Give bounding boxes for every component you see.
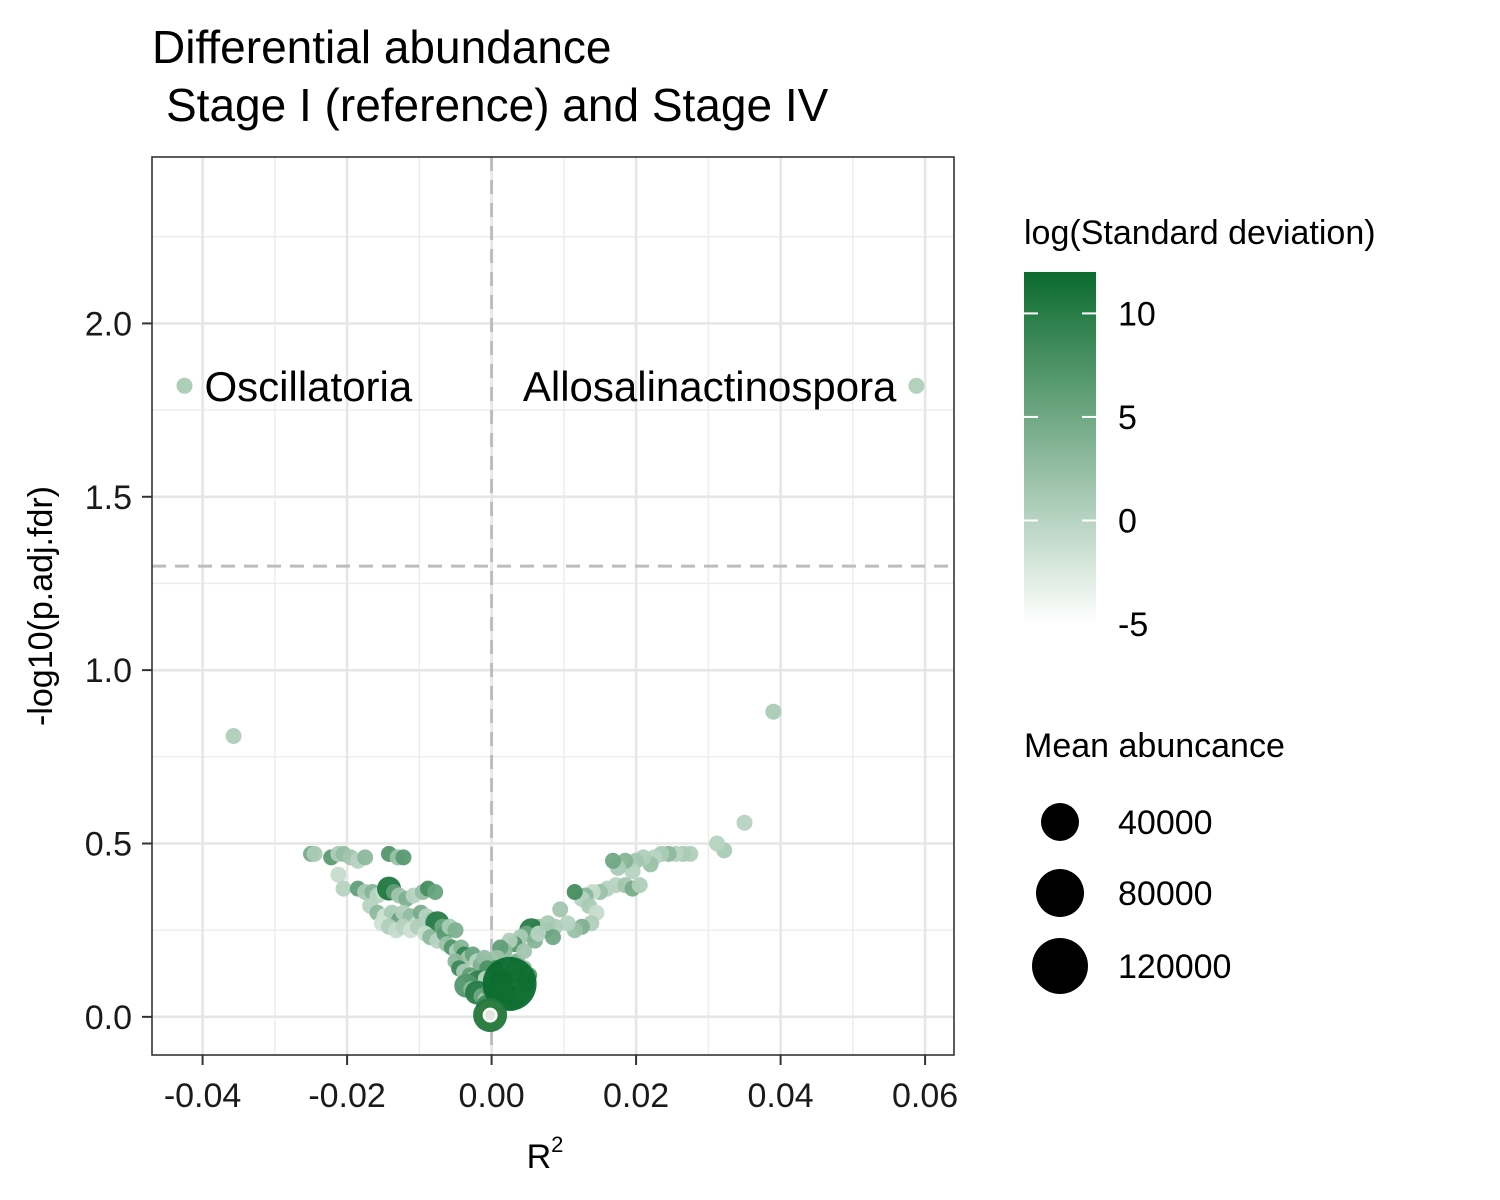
point-label-0: Oscillatoria: [205, 363, 413, 410]
color-legend-label: 10: [1118, 295, 1156, 333]
x-tick-label: 0.06: [892, 1077, 958, 1115]
x-tick-label: 0.00: [458, 1077, 524, 1115]
data-point-52: [530, 925, 547, 942]
x-axis: -0.04 -0.02 0.00 0.02 0.04 0.06: [164, 1055, 958, 1115]
color-legend-label: 0: [1118, 502, 1137, 540]
data-point-36: [552, 901, 569, 918]
data-point-3: [765, 703, 782, 720]
data-point-29: [566, 884, 583, 900]
y-axis-title: -log10(p.adj.fdr): [22, 486, 60, 726]
data-point-66: [330, 866, 347, 883]
size-legend-label: 120000: [1118, 948, 1231, 986]
data-point-56: [306, 845, 323, 862]
y-tick-label: 0.5: [85, 826, 132, 864]
data-point-105: [447, 922, 464, 939]
data-point-67: [335, 880, 352, 897]
data-points: [176, 377, 925, 1033]
size-legend-title: Mean abuncance: [1024, 727, 1285, 765]
x-axis-title: R2: [527, 1132, 564, 1176]
data-point-62: [357, 849, 374, 866]
size-legend-key: [1032, 938, 1088, 994]
y-axis: 0.0 0.5 1.0 1.5 2.0: [85, 305, 152, 1037]
y-tick-label: 0.0: [85, 999, 132, 1037]
data-point-50: [516, 943, 533, 959]
color-legend-title: log(Standard deviation): [1024, 214, 1376, 252]
x-tick-label: -0.02: [308, 1077, 386, 1115]
y-tick-label: 2.0: [85, 305, 132, 343]
y-tick-label: 1.5: [85, 479, 132, 517]
data-point-2: [225, 728, 242, 744]
data-point-19: [605, 852, 621, 869]
x-axis-title-superscript: 2: [551, 1132, 563, 1157]
data-point-6: [709, 835, 725, 852]
data-point-ring-center: [485, 1010, 496, 1021]
data-point-54: [545, 929, 561, 946]
data-point-35: [559, 915, 576, 932]
color-legend: log(Standard deviation) 10 5 0 -5: [1024, 214, 1376, 644]
size-legend-items: 40000 80000 120000: [1032, 803, 1231, 994]
data-point-0: [176, 377, 193, 394]
x-tick-label: 0.04: [748, 1077, 814, 1115]
grid-minor: [152, 157, 954, 1055]
x-tick-label: -0.04: [164, 1077, 242, 1115]
reference-lines: [152, 157, 954, 1055]
chart-title-line2: Stage I (reference) and Stage IV: [166, 79, 829, 131]
plot-panel: [152, 157, 954, 1055]
data-point-65: [395, 849, 412, 866]
color-legend-label: -5: [1118, 606, 1148, 644]
data-point-23: [631, 877, 648, 894]
chart-title-line1: Differential abundance: [152, 21, 611, 73]
data-point-1: [908, 377, 925, 394]
point-labels: Oscillatoria Allosalinactinospora: [205, 363, 898, 410]
plot-border: [151, 156, 955, 1056]
color-legend-bar: [1024, 272, 1096, 624]
size-legend-label: 80000: [1118, 875, 1213, 913]
grid-major: [152, 157, 954, 1055]
data-point-80: [427, 884, 444, 900]
x-axis-title-main: R: [527, 1138, 552, 1176]
size-legend-key: [1036, 869, 1084, 917]
data-point-4: [736, 814, 753, 831]
x-tick-label: 0.02: [603, 1077, 669, 1115]
point-label-1: Allosalinactinospora: [523, 363, 897, 410]
size-legend-key: [1041, 803, 1079, 841]
y-tick-label: 1.0: [85, 652, 132, 690]
data-point-149: [482, 956, 537, 1011]
size-legend: Mean abuncance 40000 80000 120000: [1024, 727, 1285, 994]
data-point-53: [539, 915, 556, 932]
color-legend-label: 5: [1118, 399, 1137, 437]
color-legend-ticks: 10 5 0 -5: [1024, 295, 1156, 644]
size-legend-label: 40000: [1118, 804, 1213, 842]
